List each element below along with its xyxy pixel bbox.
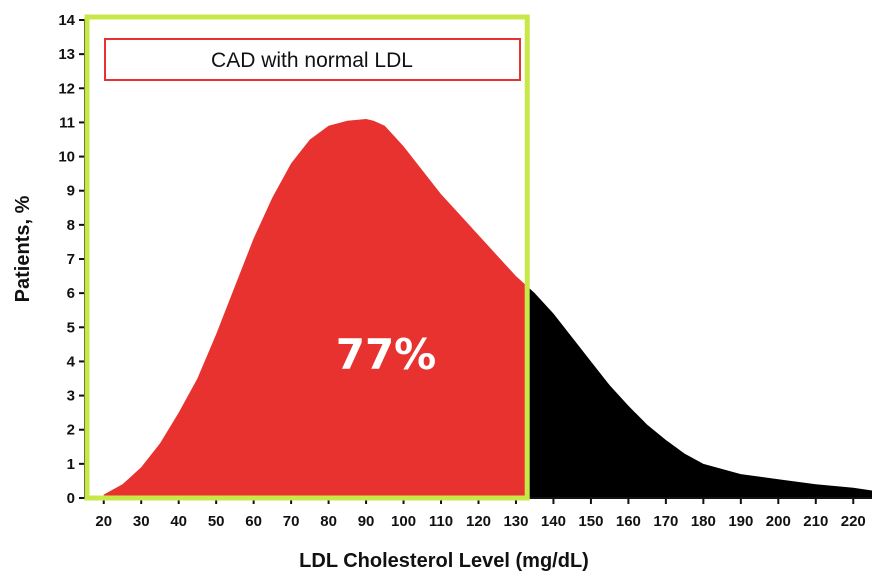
y-tick-label: 13 (58, 46, 75, 63)
x-axis-ticks: 20 30 40 50 60 70 80 90 100 110 120 130 140 150 160 170… (95, 498, 866, 530)
x-tick-label: 120 (466, 513, 491, 530)
y-tick-label: 5 (67, 319, 75, 336)
y-tick-label: 14 (58, 12, 75, 29)
y-tick-label: 0 (67, 490, 75, 507)
y-tick-label: 2 (67, 422, 75, 439)
legend-label: CAD with normal LDL (211, 49, 413, 72)
x-tick-label: 150 (578, 513, 603, 530)
x-tick-label: 30 (133, 513, 150, 530)
y-tick-label: 12 (58, 80, 75, 97)
x-tick-label: 50 (208, 513, 225, 530)
area-above-normal (527, 286, 872, 498)
x-tick-label: 80 (320, 513, 337, 530)
y-tick-label: 10 (58, 149, 75, 166)
x-tick-label: 70 (283, 513, 300, 530)
x-tick-label: 180 (691, 513, 716, 530)
x-tick-label: 160 (616, 513, 641, 530)
y-axis-title: Patients, % (12, 195, 34, 302)
y-tick-label: 6 (67, 285, 75, 302)
x-tick-label: 100 (391, 513, 416, 530)
x-tick-label: 210 (803, 513, 828, 530)
x-axis-title: LDL Cholesterol Level (mg/dL) (299, 550, 589, 572)
x-tick-label: 220 (841, 513, 866, 530)
distribution-area (103, 119, 872, 498)
x-tick-label: 110 (429, 513, 453, 530)
y-tick-label: 3 (67, 388, 75, 405)
x-tick-label: 190 (728, 513, 753, 530)
y-tick-label: 9 (67, 183, 75, 200)
area-normal-ldl (103, 119, 528, 498)
legend-box (104, 38, 521, 81)
x-tick-label: 130 (503, 513, 528, 530)
x-tick-label: 60 (245, 513, 262, 530)
y-tick-label: 4 (67, 353, 76, 370)
y-tick-label: 11 (59, 114, 75, 131)
y-tick-label: 7 (67, 251, 75, 268)
x-tick-label: 90 (358, 513, 375, 530)
normal-ldl-highlight-box (84, 14, 530, 501)
area-percentage-label: 77% (336, 330, 437, 379)
x-tick-label: 40 (170, 513, 187, 530)
x-tick-label: 140 (541, 513, 566, 530)
x-tick-label: 20 (95, 513, 112, 530)
y-tick-label: 8 (67, 217, 75, 234)
x-tick-label: 200 (766, 513, 791, 530)
x-tick-label: 170 (653, 513, 678, 530)
y-tick-label: 1 (67, 456, 75, 473)
